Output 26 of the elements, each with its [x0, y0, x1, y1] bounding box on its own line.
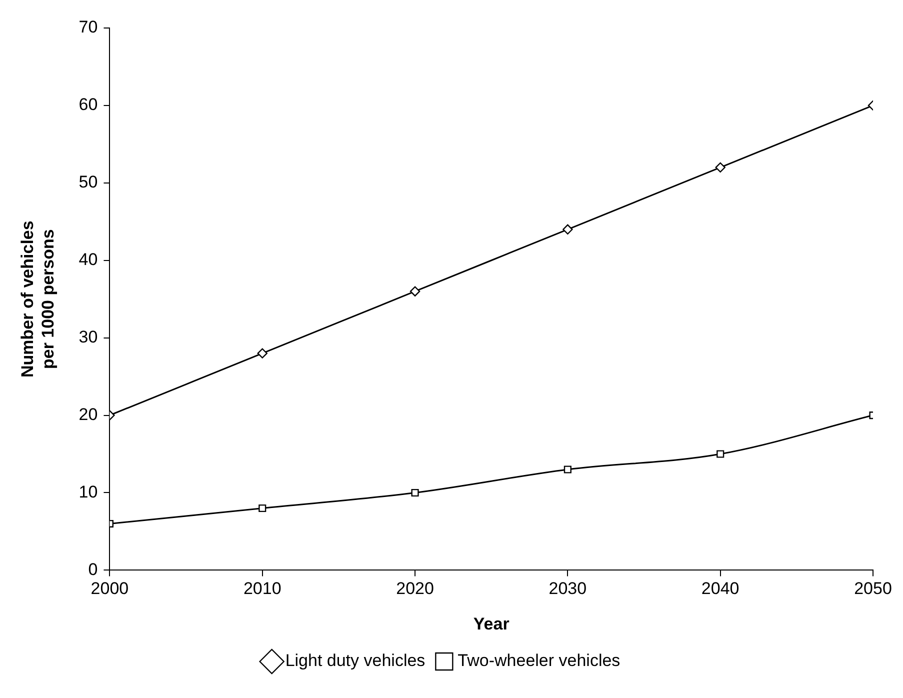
y-axis-title: Number of vehicles per 1000 persons	[18, 220, 58, 378]
y-tick-label: 20	[78, 404, 98, 424]
x-axis-title: Year	[473, 614, 510, 634]
point	[411, 488, 419, 497]
x-tick-label: 2030	[548, 579, 587, 598]
y-tick-label: 60	[78, 95, 98, 114]
legend-label: Two-wheeler vehicles	[458, 651, 620, 670]
point	[562, 224, 573, 234]
point	[564, 466, 572, 474]
x-tick-label: 2000	[90, 579, 129, 598]
y-tick-label: 30	[78, 328, 98, 347]
point	[716, 450, 724, 458]
y-tick-label: 50	[78, 172, 98, 192]
x-tick-label: 2050	[854, 579, 892, 598]
x-tick-label: 2020	[396, 579, 434, 598]
x-tick-label: 2040	[701, 579, 740, 598]
x-tick-label: 2010	[243, 579, 282, 598]
y-tick-label: 0	[88, 560, 98, 579]
y-tick-label: 10	[78, 482, 98, 502]
point	[410, 286, 420, 296]
point	[258, 504, 266, 512]
legend-label: Light duty vehicles	[285, 651, 426, 670]
point	[715, 162, 726, 173]
y-tick-label: 70	[78, 18, 98, 37]
y-tick-label: 40	[78, 250, 98, 270]
point	[257, 348, 268, 358]
